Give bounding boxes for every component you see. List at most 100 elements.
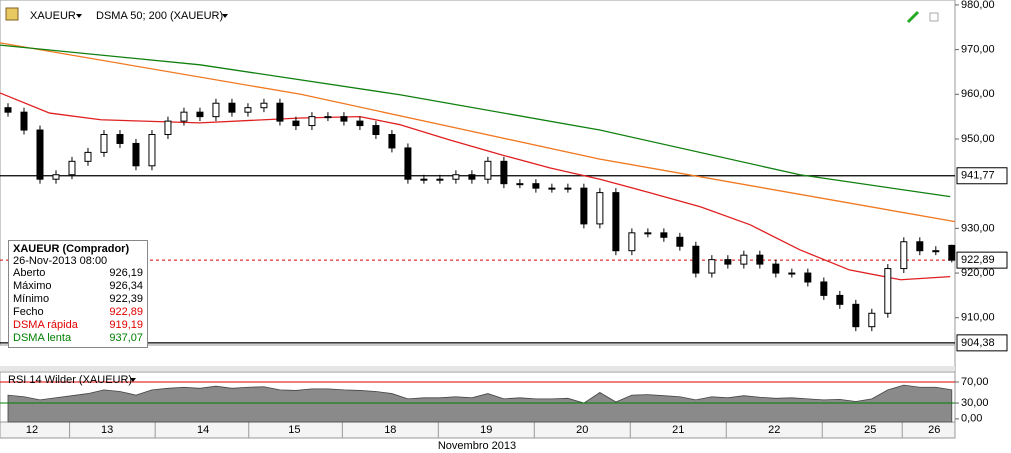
- y-tick-label: 30,00: [961, 397, 989, 409]
- candle-body: [820, 281, 828, 296]
- candle-body: [452, 174, 460, 180]
- candle-body: [932, 250, 940, 253]
- info-label: DSMA rápida: [13, 319, 78, 331]
- level-label: 922,89: [961, 254, 995, 266]
- info-label: Máximo: [13, 280, 52, 292]
- candle-body: [724, 259, 732, 265]
- info-row: Mínimo 922,39: [13, 293, 143, 306]
- level-badge: [956, 167, 1008, 185]
- y-tick-label: 980,00: [961, 0, 995, 11]
- candle-body: [404, 147, 412, 180]
- info-row: Fecho 922,89: [13, 306, 143, 319]
- candle-body: [740, 254, 748, 265]
- info-label: DSMA lenta: [13, 332, 72, 344]
- info-rows: Aberto 926,19 Máximo 926,34 Mínimo 922,39 Fech…: [13, 267, 143, 345]
- candle-body: [20, 111, 28, 131]
- candle-body: [244, 107, 252, 113]
- info-label: Fecho: [13, 306, 44, 318]
- level-label: 941,77: [961, 170, 995, 182]
- x-tick-label: 26: [928, 424, 940, 436]
- candle-body: [916, 241, 924, 252]
- candle-body: [324, 116, 332, 119]
- candle-body: [756, 254, 764, 265]
- candle-body: [884, 268, 892, 314]
- x-tick-label: 25: [864, 424, 876, 436]
- candle-body: [500, 160, 508, 185]
- info-label: Mínimo: [13, 293, 50, 305]
- candle-body: [228, 102, 236, 113]
- dropdown-arrow[interactable]: [130, 378, 136, 382]
- candle-body: [580, 187, 588, 225]
- window-icon[interactable]: [929, 12, 939, 22]
- candle-body: [292, 120, 300, 127]
- y-tick-label: 970,00: [961, 44, 995, 56]
- candle-body: [52, 174, 60, 180]
- dropdown-arrow[interactable]: [76, 14, 82, 18]
- rsi-area: [7, 384, 953, 423]
- price-panel: [0, 0, 956, 346]
- candle-body: [548, 187, 556, 190]
- candle-body: [564, 187, 572, 190]
- candle-body: [84, 151, 92, 162]
- tool-icon[interactable]: [906, 10, 920, 24]
- info-title: XAUEUR (Comprador): [13, 243, 130, 255]
- candle-body: [132, 142, 140, 167]
- candle-body: [372, 125, 380, 136]
- candle-body: [276, 102, 284, 122]
- candle-body: [532, 183, 540, 189]
- candle-body: [676, 236, 684, 247]
- y-tick-label: 0,00: [961, 413, 982, 425]
- candle-body: [484, 160, 492, 180]
- candle-body: [596, 192, 604, 225]
- info-row: Máximo 926,34: [13, 280, 143, 293]
- candle-body: [164, 120, 172, 136]
- candle-body: [340, 116, 348, 122]
- candle-body: [100, 134, 108, 153]
- x-tick-label: 12: [26, 424, 38, 436]
- candle-body: [660, 232, 668, 238]
- candle-body: [948, 244, 956, 261]
- x-tick-label: 18: [384, 424, 396, 436]
- candle-body: [788, 272, 796, 275]
- info-value: 922,89: [109, 306, 143, 318]
- x-tick-label: 14: [197, 424, 209, 436]
- candle-body: [836, 294, 844, 305]
- symbol-name[interactable]: XAUEUR: [30, 10, 76, 22]
- x-tick-label: 15: [288, 424, 300, 436]
- candle-body: [420, 178, 428, 181]
- candle-body: [468, 174, 476, 180]
- x-axis-title: Novembro 2013: [438, 440, 516, 452]
- level-badge: [956, 334, 1008, 352]
- level-label: 904,38: [961, 337, 995, 349]
- candle-body: [804, 272, 812, 283]
- x-tick-label: 20: [576, 424, 588, 436]
- candle-body: [68, 160, 76, 176]
- info-value: 922,39: [109, 293, 143, 305]
- candle-body: [356, 120, 364, 127]
- candle-body: [900, 241, 908, 270]
- x-tick-label: 22: [768, 424, 780, 436]
- candle-body: [148, 134, 156, 167]
- candle-body: [692, 245, 700, 274]
- y-tick-label: 70,00: [961, 376, 989, 388]
- candle-body: [196, 111, 204, 118]
- candle-body: [708, 259, 716, 274]
- info-value: 926,19: [109, 267, 143, 279]
- level-badge: [956, 251, 1008, 269]
- candle-body: [116, 134, 124, 144]
- info-row: DSMA rápida 919,19: [13, 319, 143, 332]
- info-date: 26-Nov-2013 08:00: [13, 255, 108, 267]
- indicator-name[interactable]: DSMA 50; 200 (XAUEUR): [96, 10, 223, 22]
- moving-average: [0, 92, 951, 281]
- symbol-icon[interactable]: [5, 7, 19, 21]
- rsi-title: RSI 14 Wilder (XAUEUR): [8, 374, 132, 386]
- info-value: 919,19: [109, 319, 143, 331]
- candle-body: [772, 263, 780, 274]
- info-row: Aberto 926,19: [13, 267, 143, 280]
- candle-body: [516, 183, 524, 186]
- dropdown-arrow[interactable]: [222, 14, 228, 18]
- candle-body: [644, 232, 652, 235]
- info-value: 937,07: [109, 332, 143, 344]
